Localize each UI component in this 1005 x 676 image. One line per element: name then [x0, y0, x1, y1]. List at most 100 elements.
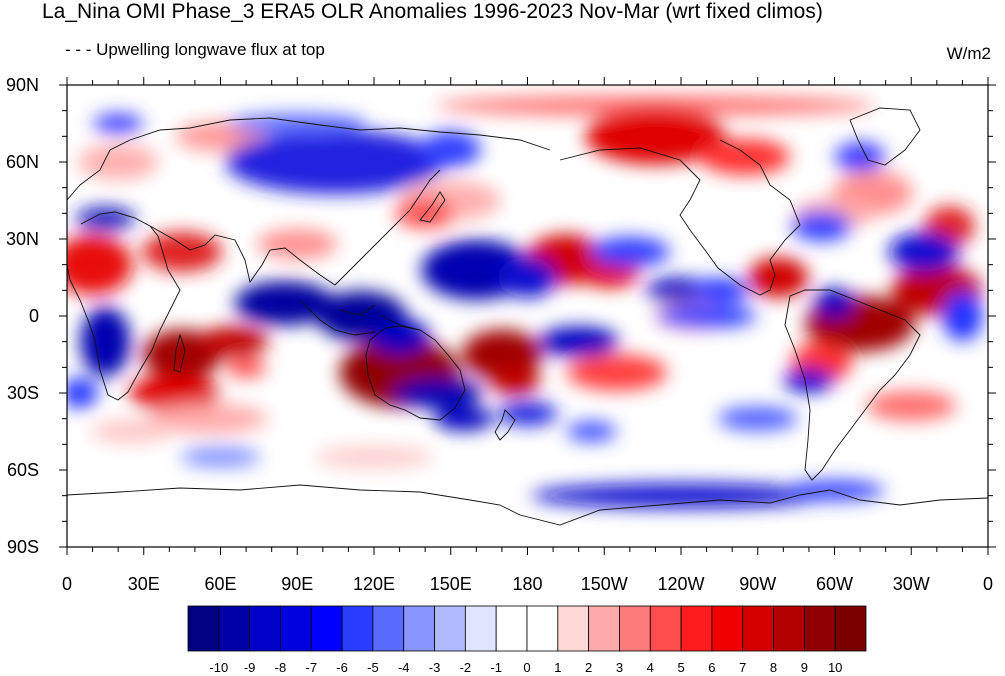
colorbar-label: 0 [523, 660, 530, 675]
colorbar-swatch [680, 605, 713, 652]
coastline-greenland [849, 107, 921, 166]
colorbar-swatch [773, 605, 805, 652]
colorbar-label: 9 [801, 660, 808, 675]
anomaly-blob [784, 480, 885, 501]
colorbar-label: -10 [209, 660, 228, 675]
colorbar-swatch [588, 605, 620, 652]
y-tick-label: 90S [7, 537, 39, 557]
units-label: W/m2 [946, 44, 991, 63]
anomaly-blob [129, 375, 220, 411]
colorbar-swatch [434, 605, 466, 652]
colorbar-swatch [249, 605, 281, 652]
variable-description: - - - Upwelling longwave flux at top [65, 40, 325, 59]
x-tick-label: 30W [893, 574, 930, 594]
coastline-eurasia-north [67, 117, 551, 201]
anomaly-blob [67, 378, 98, 408]
x-tick-label: 150E [430, 574, 472, 594]
anomaly-blob [392, 378, 483, 408]
colorbar-swatch [310, 605, 343, 652]
anomaly-blob [80, 306, 131, 377]
anomaly-blob [93, 113, 144, 134]
colorbar-swatch [711, 605, 744, 652]
anomaly-blob [689, 278, 750, 303]
y-axis: 90N 60N 30N 0 30S 60S 90S [6, 75, 996, 557]
anomaly-blob [531, 483, 831, 508]
anomaly-blob [942, 291, 983, 341]
x-tick-label: 0 [983, 574, 993, 594]
colorbar-swatch [341, 605, 374, 652]
coastline-arabia-india [149, 225, 336, 286]
x-tick-label: 120E [353, 574, 395, 594]
colorbar-label: 2 [585, 660, 592, 675]
anomaly-blobs [67, 95, 983, 508]
anomaly-blob [889, 231, 960, 272]
anomaly-blob [180, 447, 261, 468]
colorbar-label: -2 [460, 660, 472, 675]
figure-title: La_Nina OMI Phase_3 ERA5 OLR Anomalies 1… [42, 0, 823, 23]
x-axis: 0 30E 60E 90E 120E 150E 180 150W 120W 90W 60W 30W 0 [62, 77, 993, 594]
anomaly-field [67, 95, 983, 508]
x-tick-label: 90E [281, 574, 313, 594]
coastline-north-america [559, 139, 801, 296]
colorbar-swatch [495, 605, 528, 652]
anomaly-blob [497, 257, 558, 298]
anomaly-blob [589, 236, 670, 267]
x-tick-label: 120W [657, 574, 704, 594]
y-tick-label: 60N [6, 152, 39, 172]
colorbar-label: -6 [336, 660, 348, 675]
y-tick-label: 90N [6, 75, 39, 95]
x-tick-label: 60E [204, 574, 236, 594]
colorbar-label: 4 [647, 660, 654, 675]
anomaly-blob [67, 234, 133, 295]
coastline-africa [67, 211, 181, 401]
anomaly-blob [814, 288, 855, 319]
colorbar-label: -3 [429, 660, 441, 675]
colorbar-label: -8 [275, 660, 287, 675]
coastline-new-zealand [494, 409, 516, 441]
anomaly-blob [748, 257, 809, 298]
colorbar-swatch [187, 605, 220, 652]
colorbar-swatch [742, 605, 774, 652]
anomaly-blob [90, 419, 171, 444]
colorbar-swatch [649, 605, 682, 652]
anomaly-blob [717, 406, 798, 431]
colorbar-swatch [619, 605, 651, 652]
anomaly-blob [75, 206, 136, 231]
coastline-madagascar [173, 333, 186, 373]
colorbar-swatch [526, 605, 559, 652]
colorbar-swatch [403, 605, 435, 652]
colorbar: -10 -9 -8 -7 -6 -5 -4 -3 -2 -1 0 1 2 3 4 5 6 7 8 9 10 [187, 605, 867, 675]
x-tick-label: 30E [128, 574, 160, 594]
colorbar-label: -5 [367, 660, 379, 675]
anomaly-blob [435, 95, 876, 116]
coastline-japan [419, 191, 446, 223]
colorbar-label: 10 [828, 660, 842, 675]
anomaly-blob [314, 445, 434, 470]
x-tick-label: 150W [581, 574, 628, 594]
colorbar-swatch [372, 605, 405, 652]
anomaly-blob [585, 108, 726, 165]
anomaly-blob [198, 326, 269, 357]
anomaly-blob [538, 326, 619, 357]
anomaly-blob [257, 229, 338, 260]
anomaly-blob [489, 365, 540, 396]
y-tick-label: 30S [7, 383, 39, 403]
colorbar-label: 5 [677, 660, 684, 675]
anomaly-blob [866, 390, 957, 421]
anomaly-blob [699, 138, 790, 175]
anomaly-blob [147, 403, 268, 434]
coastline-antarctica [67, 484, 988, 526]
colorbar-swatch [218, 605, 251, 652]
y-tick-label: 30N [6, 229, 39, 249]
coastline-australia [365, 325, 466, 421]
anomaly-blob [783, 368, 834, 393]
colorbar-label: 1 [554, 660, 561, 675]
colorbar-swatch [280, 605, 312, 652]
anomaly-blob [567, 354, 668, 391]
x-tick-label: 180 [512, 574, 542, 594]
anomaly-blob [234, 281, 335, 326]
coastline-south-america [784, 289, 921, 481]
anomaly-blob [433, 406, 494, 431]
anomaly-blob [369, 318, 430, 355]
colorbar-label: -9 [244, 660, 256, 675]
